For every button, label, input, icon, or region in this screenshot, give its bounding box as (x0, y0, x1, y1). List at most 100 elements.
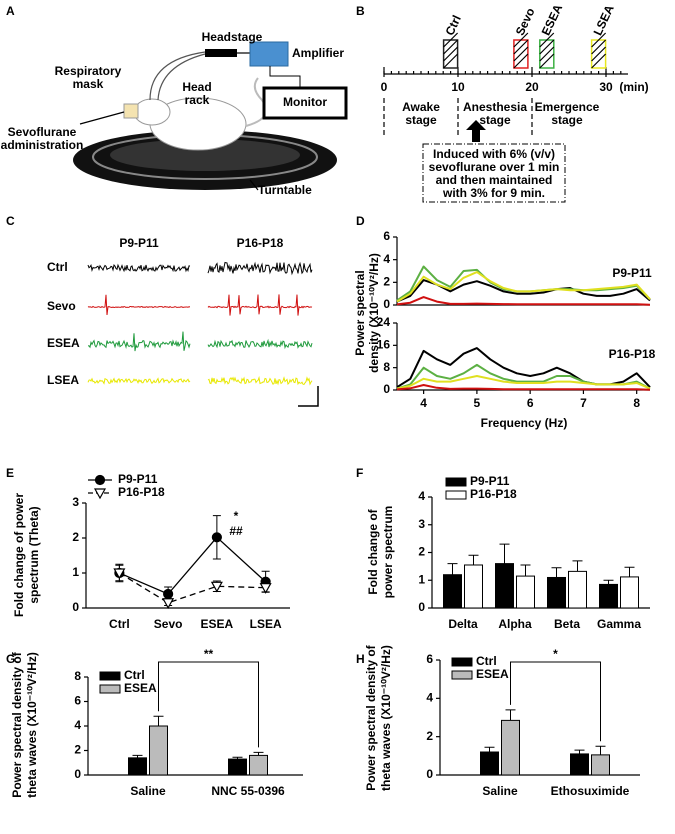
error-bar (499, 543, 510, 564)
significance-bracket (158, 661, 259, 748)
bar (228, 758, 247, 776)
x-tick-label: 7 (580, 396, 587, 410)
y-tick-label: 24 (377, 315, 391, 329)
y-tick-label: 0 (426, 767, 433, 781)
x-tick-label: 4 (420, 396, 427, 410)
mouse-head (133, 98, 171, 126)
eeg-trace (207, 338, 313, 350)
eeg-trace (87, 377, 191, 385)
event-hatch (591, 53, 607, 69)
bar (547, 576, 566, 609)
event-hatch (513, 53, 529, 69)
sevoflurane-label: administration (1, 138, 84, 152)
event-hatch (539, 39, 555, 55)
y-axis-label: power spectrum (381, 506, 395, 599)
error-bar (447, 563, 458, 575)
legend-label: Ctrl (124, 668, 145, 682)
mouse-tail (245, 77, 267, 127)
event-hatch (443, 39, 459, 55)
y-tick-label: 6 (74, 694, 81, 708)
y-tick-label: 1 (418, 572, 425, 586)
event-hatch (513, 32, 529, 48)
y-tick-label: 0 (383, 382, 390, 396)
headstage (205, 49, 237, 57)
bar (568, 570, 587, 609)
bar (464, 564, 483, 609)
data-point (259, 583, 272, 594)
stage-label: Awake (402, 100, 440, 114)
y-tick-label: 2 (418, 545, 425, 559)
rack-label: rack (185, 93, 210, 107)
y-tick-label: 2 (426, 729, 433, 743)
spectrum-line (396, 384, 651, 391)
y-tick-label: 4 (74, 718, 81, 732)
significance-bracket (510, 661, 601, 742)
rack-label: Head (182, 80, 211, 94)
significance-mark: * (553, 647, 558, 661)
headstage-label: Headstage (202, 30, 263, 44)
y-axis-label: spectrum (Theta) (27, 506, 41, 603)
data-point (162, 598, 175, 609)
panel-label: F (356, 466, 363, 480)
bar (501, 719, 520, 776)
amplifier (249, 41, 289, 67)
amplifier-label: Amplifier (292, 46, 344, 60)
data-point (210, 581, 223, 593)
eeg-trace (87, 263, 191, 273)
y-tick-label: 2 (74, 743, 81, 757)
x-tick-label: ESEA (201, 617, 234, 631)
turntable-label: Turntable (258, 183, 312, 197)
y-axis-label: Power spectral (353, 270, 367, 355)
y-tick-label: 4 (418, 489, 425, 503)
data-point (211, 532, 222, 543)
y-axis-label: theta waves (X10⁻¹⁰V²/Hz) (379, 645, 393, 791)
event-label: LSEA (591, 2, 617, 37)
monitor-label: Monitor (283, 95, 327, 109)
event-label: Ctrl (443, 13, 464, 38)
data-point (163, 588, 174, 600)
stage-label: Anesthesia (463, 100, 527, 114)
turntable-top (110, 139, 300, 171)
error-bar (624, 566, 635, 577)
x-tick-label: Saline (130, 784, 166, 798)
x-tick-label: 8 (633, 396, 640, 410)
unit-label: (min) (619, 80, 648, 94)
y-tick-label: 8 (74, 669, 81, 683)
error-bar (253, 751, 264, 756)
y-axis-label: Fold change of (366, 508, 380, 594)
y-tick-label: 0 (383, 297, 390, 311)
panel-label: E (6, 466, 14, 480)
amp-monitor-cable (269, 66, 301, 88)
y-tick-label: 8 (383, 360, 390, 374)
arrow (466, 120, 486, 142)
bar (495, 563, 514, 609)
event-hatch (539, 32, 555, 48)
bar (591, 754, 610, 776)
y-tick-label: 6 (426, 652, 433, 666)
legend-label: ESEA (124, 681, 157, 695)
panel-label: A (6, 4, 15, 18)
event-hatch (591, 46, 607, 62)
spectrum-line (396, 271, 651, 303)
event-hatch (591, 39, 607, 55)
y-tick-label: 6 (383, 229, 390, 243)
event-hatch (443, 53, 459, 69)
mask-label: Respiratory (55, 64, 122, 78)
mask-tube (79, 111, 125, 125)
data-point (113, 568, 126, 580)
event-label: Sevo (513, 6, 538, 38)
legend-marker (94, 474, 106, 486)
event-hatch (539, 53, 555, 69)
y-axis-label: Power spectral density of (364, 644, 378, 790)
x-tick-label: Ethosuximide (551, 784, 630, 798)
eeg-trace (87, 294, 191, 316)
eeg-trace (207, 375, 313, 386)
y-tick-label: 2 (72, 530, 79, 544)
significance-mark: * (234, 509, 239, 523)
y-tick-label: 4 (383, 252, 390, 266)
error-bar (153, 715, 164, 726)
tick-label: 20 (525, 80, 539, 94)
row-label: ESEA (47, 336, 80, 350)
event-hatch (513, 46, 529, 62)
error-bar (603, 579, 614, 585)
